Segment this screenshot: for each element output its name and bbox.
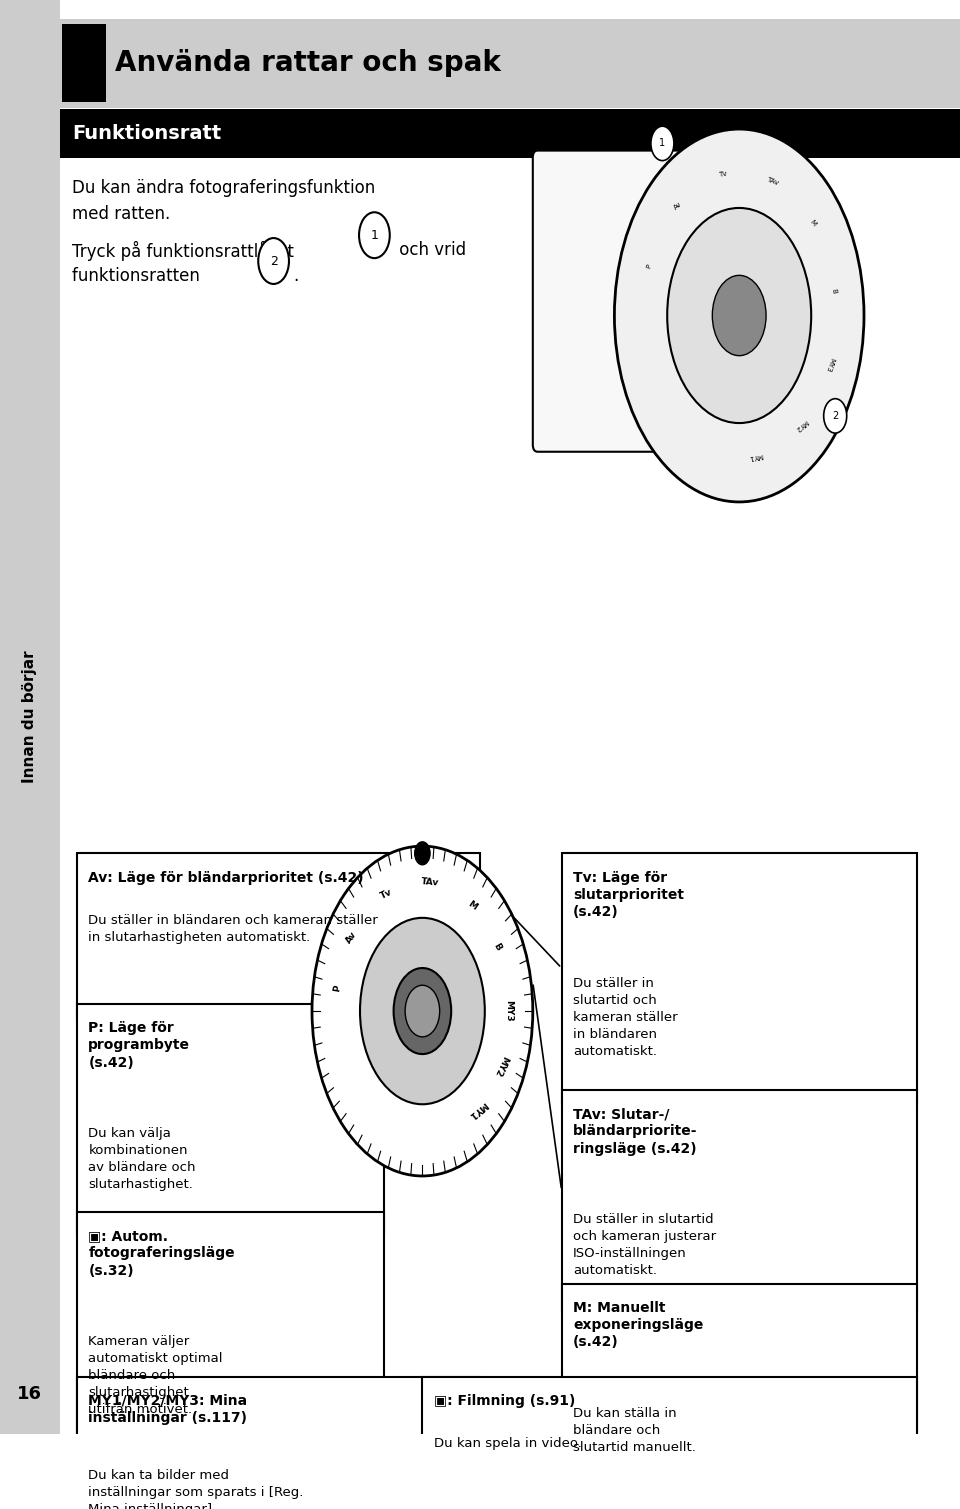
Text: 1: 1 — [660, 139, 665, 148]
Text: Du ställer in bländaren och kameran ställer
in slutarhastigheten automatiskt.: Du ställer in bländaren och kameran stäl… — [88, 913, 378, 943]
Text: MY3: MY3 — [824, 356, 835, 373]
Text: 2: 2 — [270, 255, 277, 267]
Text: B: B — [492, 942, 503, 952]
Text: Tv: Läge för
slutarprioritet
(s.42): Tv: Läge för slutarprioritet (s.42) — [573, 871, 684, 919]
Text: Tv: Tv — [378, 887, 394, 901]
Text: MY1: MY1 — [748, 453, 763, 460]
Text: P: Läge för
programbyte
(s.42): P: Läge för programbyte (s.42) — [88, 1022, 190, 1070]
Circle shape — [405, 985, 440, 1037]
Text: Av: Av — [672, 201, 683, 211]
Text: med ratten.: med ratten. — [72, 205, 170, 223]
Circle shape — [651, 127, 674, 160]
FancyBboxPatch shape — [77, 1003, 384, 1233]
Circle shape — [258, 238, 289, 284]
Text: P: P — [645, 264, 653, 270]
Bar — [60, 18, 960, 107]
Text: MY2: MY2 — [793, 418, 808, 433]
Text: 2: 2 — [832, 410, 838, 421]
Text: M: M — [466, 899, 478, 911]
Text: Tryck på funktionsrattlåset: Tryck på funktionsrattlåset — [72, 241, 300, 261]
Bar — [60, 109, 960, 158]
Text: ▣: Filmning (s.91): ▣: Filmning (s.91) — [434, 1394, 575, 1408]
Text: Av: Av — [345, 930, 359, 945]
FancyBboxPatch shape — [77, 1376, 480, 1509]
Circle shape — [312, 847, 533, 1176]
Text: 16: 16 — [17, 1385, 42, 1402]
Text: B: B — [830, 288, 837, 293]
Text: Innan du börjar: Innan du börjar — [22, 650, 37, 783]
Text: Du kan ta bilder med
inställningar som sparats i [Reg.
Mina inställningar].: Du kan ta bilder med inställningar som s… — [88, 1468, 303, 1509]
Circle shape — [360, 917, 485, 1105]
FancyBboxPatch shape — [562, 1284, 917, 1462]
Text: TAv: Slutar-/
bländarpriorite-
ringsläge (s.42): TAv: Slutar-/ bländarpriorite- ringsläge… — [573, 1108, 698, 1156]
Text: M: M — [808, 219, 817, 228]
Text: Du ställer in slutartid
och kameran justerar
ISO-inställningen
automatiskt.: Du ställer in slutartid och kameran just… — [573, 1213, 716, 1277]
Text: funktionsratten: funktionsratten — [72, 267, 205, 285]
Text: MY1/MY2/MY3: Mina
inställningar (s.117): MY1/MY2/MY3: Mina inställningar (s.117) — [88, 1394, 248, 1426]
Circle shape — [712, 275, 766, 356]
Bar — [0, 0, 60, 1434]
Text: Av: Läge för bländarprioritet (s.42): Av: Läge för bländarprioritet (s.42) — [88, 871, 364, 884]
Circle shape — [614, 130, 864, 502]
FancyBboxPatch shape — [562, 1089, 917, 1313]
Circle shape — [824, 398, 847, 433]
Text: Kameran väljer
automatiskt optimal
bländare och
slutarhastighet
utifrån motivet.: Kameran väljer automatiskt optimal bländ… — [88, 1335, 223, 1415]
Text: Du kan spela in video.: Du kan spela in video. — [434, 1437, 582, 1450]
Text: Funktionsratt: Funktionsratt — [72, 124, 221, 143]
Circle shape — [359, 213, 390, 258]
FancyBboxPatch shape — [77, 853, 480, 1019]
Circle shape — [667, 208, 811, 423]
Text: .: . — [293, 267, 298, 285]
Text: MY2: MY2 — [492, 1053, 510, 1077]
FancyBboxPatch shape — [562, 853, 917, 1105]
FancyBboxPatch shape — [77, 1212, 384, 1462]
Text: 1: 1 — [371, 229, 378, 241]
Text: TAv: TAv — [765, 177, 779, 186]
Circle shape — [394, 969, 451, 1055]
FancyBboxPatch shape — [422, 1376, 917, 1491]
Text: Du kan ändra fotograferingsfunktion: Du kan ändra fotograferingsfunktion — [72, 180, 375, 198]
Text: Du kan välja
kombinationen
av bländare och
slutarhastighet.: Du kan välja kombinationen av bländare o… — [88, 1127, 196, 1191]
Text: P: P — [332, 984, 343, 993]
Text: M: Manuellt
exponeringsläge
(s.42): M: Manuellt exponeringsläge (s.42) — [573, 1301, 704, 1349]
Circle shape — [415, 842, 430, 865]
Text: Du kan ställa in
bländare och
slutartid manuellt.: Du kan ställa in bländare och slutartid … — [573, 1406, 696, 1453]
FancyBboxPatch shape — [533, 151, 686, 451]
Text: MY1: MY1 — [467, 1100, 489, 1120]
Text: TAv: TAv — [420, 877, 440, 887]
Text: Använda rattar och spak: Använda rattar och spak — [115, 50, 501, 77]
Text: ▣: Autom.
fotograferingsläge
(s.32): ▣: Autom. fotograferingsläge (s.32) — [88, 1228, 235, 1278]
Text: MY3: MY3 — [504, 1000, 514, 1022]
Text: och vrid: och vrid — [394, 241, 466, 260]
Text: Du ställer in
slutartid och
kameran ställer
in bländaren
automatiskt.: Du ställer in slutartid och kameran stäl… — [573, 976, 678, 1058]
Text: Tv: Tv — [718, 171, 727, 178]
Bar — [62, 24, 106, 101]
